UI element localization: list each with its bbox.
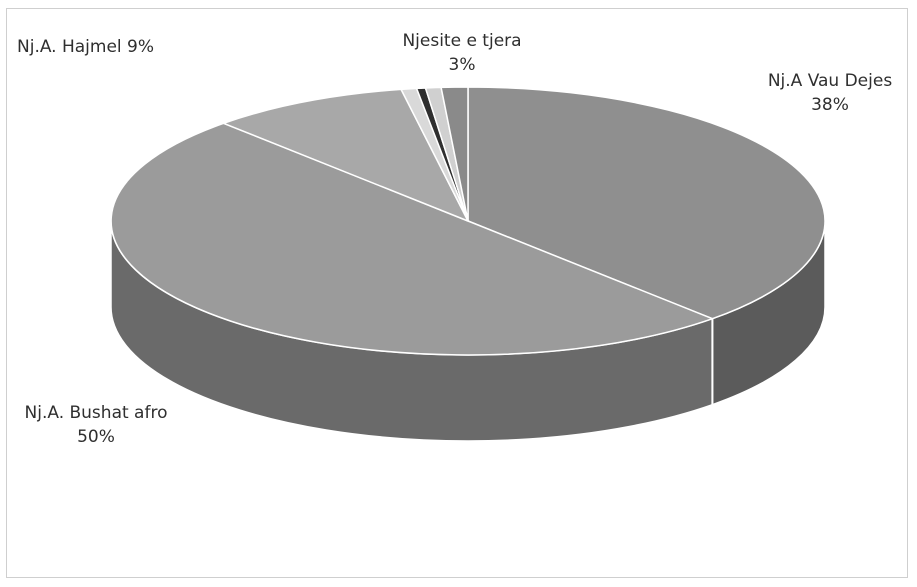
label-tjera-name: Njesite e tjera: [402, 31, 522, 51]
label-tjera-value: 3%: [448, 55, 476, 75]
label-bushat: Nj.A. Bushat afro 50%: [11, 401, 181, 449]
slice-tjera-part-4-top: [440, 86, 469, 222]
label-vau-dejes: Nj.A Vau Dejes 38%: [755, 69, 905, 117]
pie-chart: [110, 86, 826, 442]
slice-1-top: [110, 122, 715, 356]
label-bushat-value: 50%: [77, 427, 115, 447]
slice-2-top: [221, 88, 470, 223]
slice-0-top: [467, 86, 826, 320]
label-vau-dejes-value: 38%: [811, 95, 849, 115]
label-hajmel: Nj.A. Hajmel 9%: [17, 35, 154, 59]
label-hajmel-text: Nj.A. Hajmel 9%: [17, 37, 155, 57]
chart-frame: Nj.A. Hajmel 9% Njesite e tjera 3% Nj.A …: [6, 8, 908, 578]
label-vau-dejes-name: Nj.A Vau Dejes: [767, 71, 893, 91]
label-bushat-name: Nj.A. Bushat afro: [24, 403, 168, 423]
label-tjera: Njesite e tjera 3%: [377, 29, 547, 77]
